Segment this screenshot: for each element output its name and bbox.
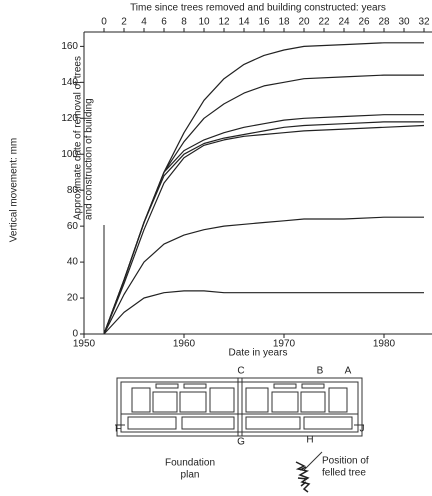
- plan-label: C: [237, 366, 244, 377]
- y-tick-label: 160: [61, 41, 78, 52]
- top-tick-label: 12: [218, 17, 230, 28]
- tree-pointer: [303, 451, 323, 471]
- felled-tree: [295, 461, 311, 493]
- top-tick-label: 10: [198, 17, 210, 28]
- plan-label: B: [317, 366, 324, 377]
- top-tick-label: 8: [181, 17, 187, 28]
- y-tick-label: 80: [67, 185, 79, 196]
- plan-label: H: [306, 435, 313, 446]
- x-tick-label: 1960: [173, 339, 196, 350]
- y-tick-label: 100: [61, 149, 78, 160]
- top-tick-label: 20: [298, 17, 310, 28]
- top-tick-label: 0: [101, 17, 107, 28]
- movement-curve: [103, 290, 424, 335]
- plan-room: [181, 416, 235, 430]
- plan-room: [245, 387, 269, 413]
- y-tick-label: 0: [72, 329, 78, 340]
- top-axis-label: Time since trees removed and building co…: [130, 3, 386, 14]
- y-tick-label: 40: [67, 257, 79, 268]
- foundation-plan: C B A F G H J Foundation plan Position o…: [115, 366, 369, 493]
- plan-room: [271, 391, 299, 413]
- plan-caption: Foundation: [165, 458, 215, 469]
- plan-room: [209, 387, 235, 413]
- y-tick-label: 120: [61, 113, 78, 124]
- plan-inner: [120, 381, 359, 433]
- plan-bay: [301, 383, 325, 389]
- tree-note: felled tree: [322, 468, 366, 479]
- x-tick-label: 1980: [373, 339, 396, 350]
- plan-room: [127, 416, 177, 430]
- plan-room: [152, 391, 178, 413]
- movement-curve: [103, 121, 424, 335]
- y-tick-label: 140: [61, 77, 78, 88]
- top-tick-label: 2: [121, 17, 127, 28]
- top-tick-label: 26: [358, 17, 370, 28]
- top-tick-label: 24: [338, 17, 350, 28]
- plan-room: [303, 416, 353, 430]
- top-tick-label: 30: [398, 17, 410, 28]
- x-axis-label: Date in years: [229, 348, 288, 359]
- y-axis-label: Vertical movement: mm: [9, 138, 20, 242]
- x-tick-label: 1970: [273, 339, 296, 350]
- plan-label: J: [360, 424, 365, 435]
- plan-room: [131, 387, 151, 413]
- plan-label: F: [115, 424, 121, 435]
- plan-room: [300, 391, 326, 413]
- plan-room: [328, 387, 348, 413]
- top-tick-label: 18: [278, 17, 290, 28]
- plan-room: [179, 391, 207, 413]
- tree-note: Position of: [322, 456, 369, 467]
- plan-caption: plan: [181, 470, 200, 481]
- top-tick-label: 4: [141, 17, 147, 28]
- movement-curve: [103, 216, 424, 335]
- plan-label: G: [237, 437, 245, 448]
- plan-label: A: [345, 366, 352, 377]
- top-tick-label: 14: [238, 17, 250, 28]
- top-tick-label: 28: [378, 17, 390, 28]
- top-tick-label: 6: [161, 17, 167, 28]
- top-tick-label: 16: [258, 17, 270, 28]
- y-tick-label: 60: [67, 221, 79, 232]
- x-tick-label: 1950: [73, 339, 96, 350]
- top-tick-label: 32: [418, 17, 430, 28]
- plan-outline: [116, 377, 363, 437]
- annotation: Approximate date of removal of trees: [73, 56, 84, 220]
- y-tick-label: 20: [67, 293, 79, 304]
- annotation: and construction of building: [84, 98, 95, 220]
- plan-bay: [155, 383, 179, 389]
- plan-bay: [183, 383, 207, 389]
- movement-curve: [103, 114, 424, 335]
- top-tick-label: 22: [318, 17, 330, 28]
- plan-bay: [273, 383, 297, 389]
- movement-curve: [103, 124, 425, 335]
- plan-room: [245, 416, 301, 430]
